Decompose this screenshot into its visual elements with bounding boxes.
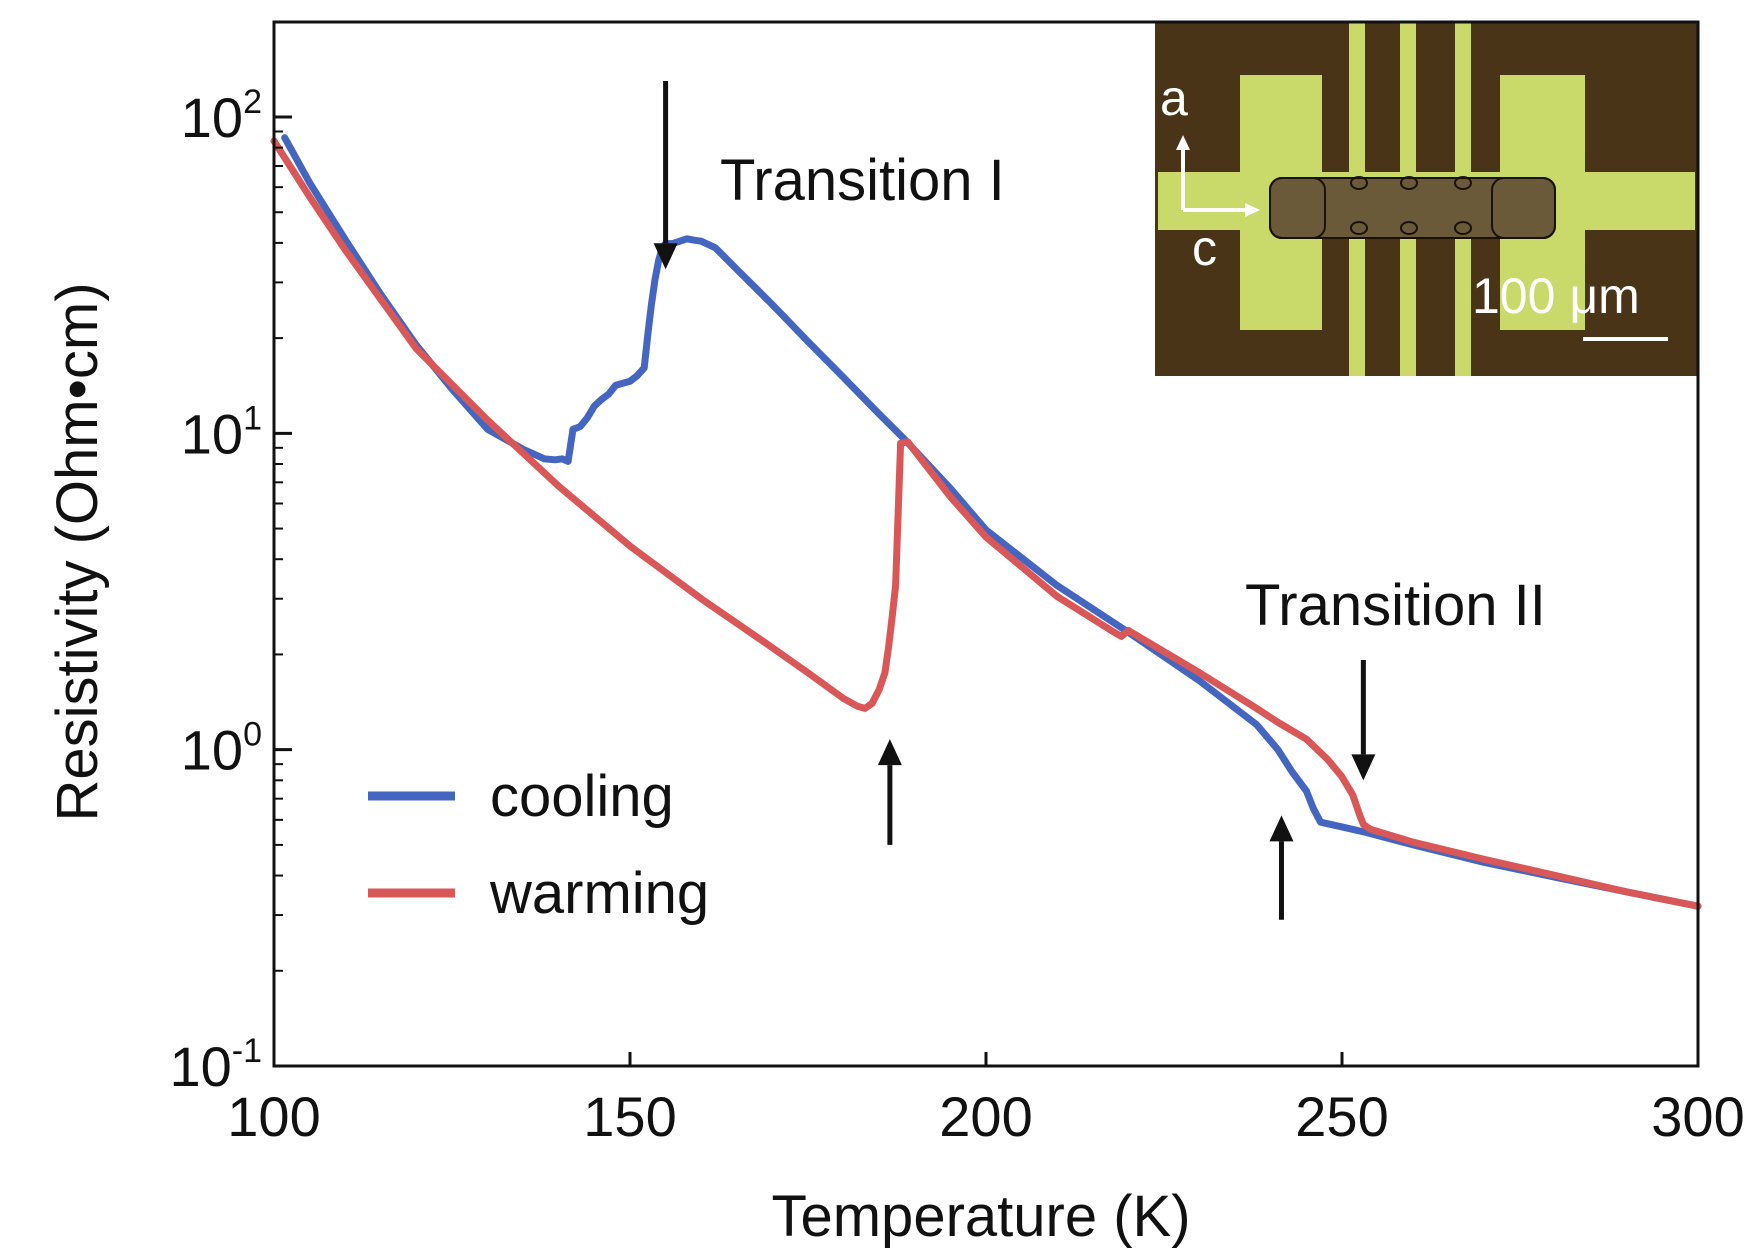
x-axis-title: Temperature (K): [771, 1184, 1190, 1249]
legend: cooling warming: [368, 764, 709, 926]
y-axis-title: Resistivity (Ohm•cm): [45, 282, 110, 821]
y-tick-label: 102: [181, 83, 262, 149]
transition-arrowhead: [653, 243, 678, 270]
y-tick-label: 101: [181, 399, 262, 465]
axis-c-label: c: [1192, 220, 1217, 276]
legend-label-cooling: cooling: [490, 764, 674, 829]
transition-arrowhead: [877, 739, 902, 766]
axis-a-label: a: [1160, 70, 1188, 126]
scale-bar-label: 100 μm: [1472, 268, 1640, 324]
x-tick-label: 150: [583, 1085, 676, 1148]
legend-label-warming: warming: [489, 861, 709, 926]
inset-micrograph: a c 100 μm: [1155, 22, 1698, 376]
y-tick-label: 10-1: [169, 1032, 262, 1098]
x-tick-label: 300: [1651, 1085, 1744, 1148]
x-tick-label: 200: [939, 1085, 1032, 1148]
x-tick-label: 100: [227, 1085, 320, 1148]
series-line-cooling: [281, 134, 1702, 910]
annotation-transition-2: Transition II: [1245, 573, 1546, 638]
series-line-warming: [270, 137, 1702, 910]
transition-arrowhead: [1269, 815, 1294, 842]
x-tick-label: 250: [1295, 1085, 1388, 1148]
annotation-transition-1: Transition I: [720, 148, 1005, 213]
y-tick-label: 100: [181, 716, 262, 782]
transition-arrowhead: [1351, 754, 1376, 781]
